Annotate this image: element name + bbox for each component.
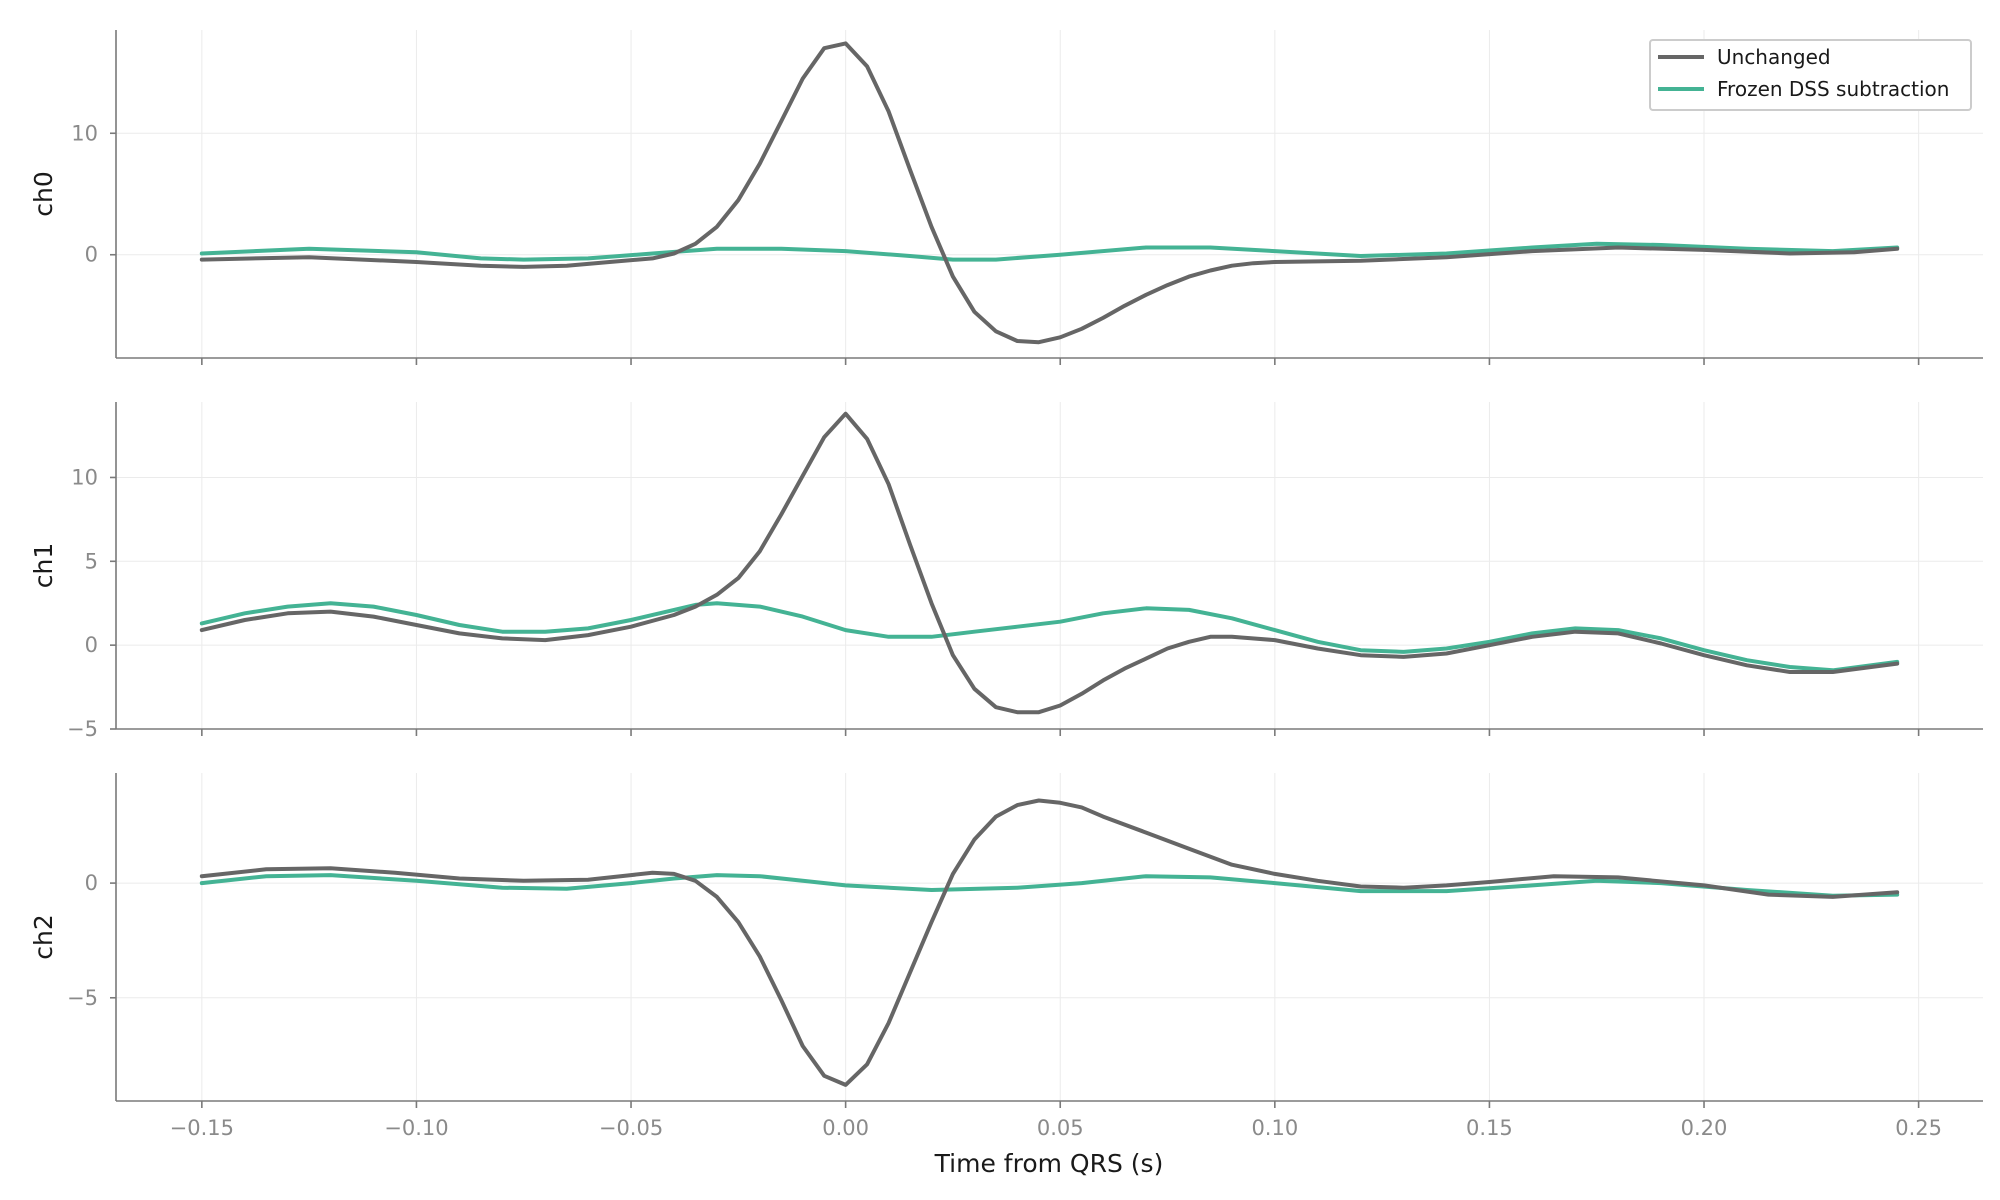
panel-ch0: 0 10 ch0 [29, 30, 1983, 365]
y-axis-label: ch2 [29, 914, 58, 960]
series-line-frozen-dss-subtraction [199, 241, 1900, 262]
x-tick-label: 0.00 [822, 1116, 869, 1140]
x-tick-label: −0.10 [384, 1116, 448, 1140]
y-tick-label: 0 [85, 243, 98, 267]
series-line-unchanged [199, 798, 1900, 1087]
series-line-unchanged [199, 41, 1900, 345]
legend-frame [1649, 39, 1972, 111]
y-axis-label: ch0 [29, 171, 58, 217]
series-line-unchanged [199, 411, 1900, 715]
legend-label-unchanged: Unchanged [1717, 45, 1831, 69]
x-tick-label: 0.25 [1895, 1116, 1942, 1140]
x-tick-label: −0.05 [599, 1116, 663, 1140]
legend-label-frozen-dss: Frozen DSS subtraction [1717, 77, 1949, 101]
legend: Unchanged Frozen DSS subtraction [1649, 39, 1972, 111]
y-axis-label: ch1 [29, 543, 58, 589]
panel-ch2: −5 0 ch2 [29, 773, 1983, 1108]
y-tick-label: −5 [67, 717, 98, 741]
x-tick-label: 0.05 [1037, 1116, 1084, 1140]
x-tick-label: 0.10 [1251, 1116, 1298, 1140]
panels: 0 10 ch0 −5 0 5 10 ch1 −5 0 ch2 −0.15 −0.10 −0.05 0.00… [29, 30, 1983, 1140]
series-line-frozen-dss-subtraction [199, 873, 1900, 898]
series-line-frozen-dss-subtraction [199, 601, 1900, 673]
y-tick-label: 0 [85, 633, 98, 657]
y-tick-label: 10 [71, 121, 98, 145]
x-axis-label: Time from QRS (s) [934, 1149, 1164, 1178]
x-tick-label: −0.15 [170, 1116, 234, 1140]
panel-ch1: −5 0 5 10 ch1 [29, 402, 1983, 741]
x-tick-label: 0.20 [1681, 1116, 1728, 1140]
y-tick-label: −5 [67, 986, 98, 1010]
x-tick-label: 0.15 [1466, 1116, 1513, 1140]
y-tick-label: 5 [85, 549, 98, 573]
y-tick-label: 0 [85, 871, 98, 895]
y-tick-label: 10 [71, 465, 98, 489]
